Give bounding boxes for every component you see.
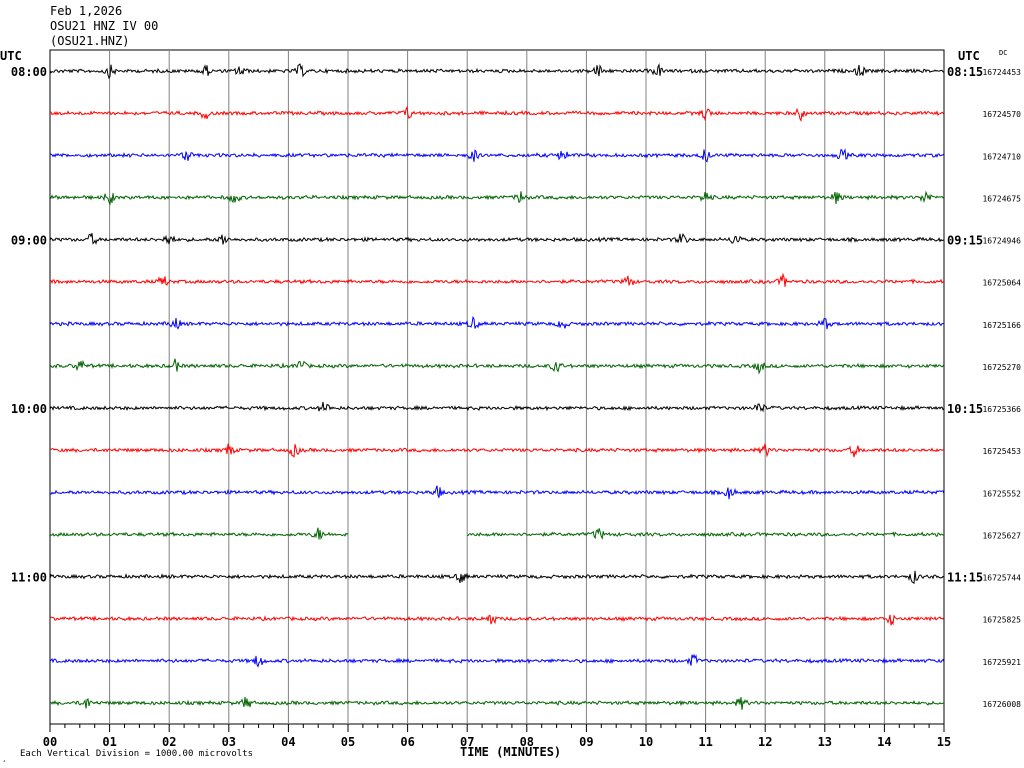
trace-count-label: 16725627 (982, 531, 1021, 540)
x-tick-label: 07 (460, 735, 474, 749)
x-tick-label: 01 (102, 735, 116, 749)
right-time-label: 08:15 (947, 65, 983, 79)
trace-line (49, 443, 945, 458)
trace-line (49, 653, 945, 668)
trace-line (49, 272, 945, 287)
x-tick-label: 05 (341, 735, 355, 749)
trace-line (49, 190, 945, 206)
trace-count-label: 16724675 (982, 194, 1021, 203)
trace-count-label: 16725825 (982, 616, 1021, 625)
utc-label-right: UTC (958, 49, 980, 63)
trace-count-label: 16725064 (982, 279, 1021, 288)
trace-count-label: 16725270 (982, 363, 1021, 372)
x-tick-label: 06 (400, 735, 414, 749)
trace-count-label: 16725166 (982, 321, 1021, 330)
trace-line (49, 315, 944, 330)
trace-count-label: 16725366 (982, 405, 1021, 414)
trace-count-label: 16725453 (982, 447, 1021, 456)
trace-line (467, 528, 944, 541)
scale-note: Each Vertical Division = 1000.00 microvo… (20, 749, 253, 759)
footer-mark: ¸ (2, 753, 7, 762)
x-tick-label: 12 (758, 735, 772, 749)
trace-line (49, 485, 945, 500)
x-tick-label: 04 (281, 735, 295, 749)
trace-count-label: 16725744 (982, 574, 1021, 583)
x-tick-label: 14 (877, 735, 891, 749)
trace-line (49, 614, 945, 626)
trace-count-label: 16726008 (982, 700, 1021, 709)
trace-count-label: 16725921 (982, 658, 1021, 667)
trace-count-label: 16724710 (982, 152, 1021, 161)
trace-line (49, 148, 945, 163)
x-tick-label: 02 (162, 735, 176, 749)
x-tick-label: 00 (43, 735, 57, 749)
chart-date: Feb 1,2026 (50, 4, 123, 18)
x-tick-label: 03 (222, 735, 236, 749)
dc-label: DC (999, 49, 1008, 57)
trace-line (49, 527, 349, 540)
trace-line (49, 105, 945, 123)
trace-line (49, 233, 944, 246)
x-tick-label: 08 (520, 735, 534, 749)
x-tick-label: 15 (937, 735, 951, 749)
trace-line (49, 696, 944, 710)
trace-line (49, 63, 945, 80)
x-tick-label: 13 (818, 735, 832, 749)
plot-frame (49, 49, 945, 725)
trace-line (49, 401, 945, 413)
left-time-label: 10:00 (11, 402, 47, 416)
right-time-label: 11:15 (947, 571, 983, 585)
left-time-label: 09:00 (11, 234, 47, 248)
trace-count-label: 16724570 (982, 110, 1021, 119)
x-tick-label: 10 (639, 735, 653, 749)
right-time-label: 09:15 (947, 234, 983, 248)
x-axis-title: TIME (MINUTES) (460, 745, 562, 759)
left-time-label: 08:00 (11, 65, 47, 79)
trace-line (49, 570, 945, 585)
trace-count-label: 16724453 (982, 68, 1021, 77)
utc-label-left: UTC (0, 49, 22, 63)
right-time-label: 10:15 (947, 402, 983, 416)
trace-count-label: 16725552 (982, 489, 1021, 498)
left-time-label: 11:00 (11, 571, 47, 585)
trace-line (49, 358, 945, 375)
trace-count-label: 16724946 (982, 237, 1021, 246)
x-tick-label: 11 (698, 735, 712, 749)
station-code: (OSU21.HNZ) (50, 34, 130, 48)
station-id: OSU21 HNZ IV 00 (50, 19, 159, 33)
x-tick-label: 09 (579, 735, 593, 749)
